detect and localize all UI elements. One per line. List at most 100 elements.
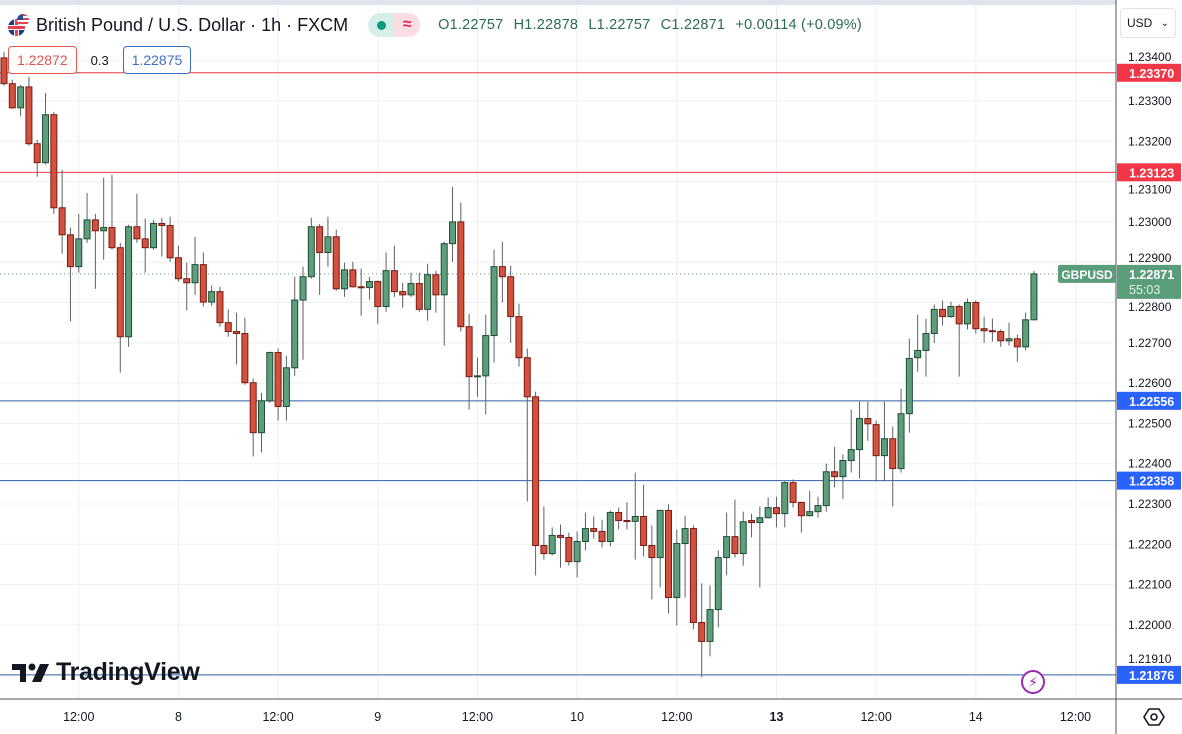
- candle-down[interactable]: [615, 511, 623, 522]
- candle-down[interactable]: [515, 316, 523, 359]
- candle-up[interactable]: [897, 413, 905, 470]
- candle-up[interactable]: [208, 291, 216, 303]
- candle-down[interactable]: [50, 114, 58, 209]
- candle-up[interactable]: [150, 223, 158, 249]
- candle-up[interactable]: [806, 511, 814, 517]
- sell-button[interactable]: 1.22872: [8, 46, 77, 74]
- candle-up[interactable]: [125, 226, 133, 338]
- candle-up[interactable]: [856, 418, 864, 451]
- candle-down[interactable]: [432, 274, 440, 296]
- candle-up[interactable]: [739, 521, 747, 555]
- candle-down[interactable]: [58, 207, 66, 236]
- candle-up[interactable]: [291, 299, 299, 369]
- candle-down[interactable]: [557, 534, 565, 538]
- candle-up[interactable]: [673, 542, 681, 598]
- settings-icon[interactable]: [1143, 706, 1165, 728]
- candle-down[interactable]: [831, 471, 839, 478]
- candle-down[interactable]: [980, 328, 988, 332]
- candle-down[interactable]: [224, 322, 232, 333]
- candle-up[interactable]: [656, 509, 664, 559]
- candle-down[interactable]: [183, 278, 191, 284]
- candle-up[interactable]: [822, 471, 830, 507]
- candle-up[interactable]: [440, 243, 448, 296]
- candle-down[interactable]: [241, 333, 249, 384]
- candle-down[interactable]: [731, 536, 739, 555]
- candle-down[interactable]: [565, 536, 573, 563]
- candle-down[interactable]: [789, 482, 797, 503]
- candle-up[interactable]: [365, 281, 373, 289]
- candle-down[interactable]: [797, 501, 805, 517]
- candle-up[interactable]: [914, 349, 922, 359]
- candle-down[interactable]: [872, 424, 880, 457]
- candle-up[interactable]: [282, 367, 290, 407]
- candle-up[interactable]: [814, 505, 822, 513]
- candle-up[interactable]: [947, 306, 955, 318]
- candle-up[interactable]: [490, 266, 498, 337]
- lightning-icon[interactable]: ⚡︎: [1021, 670, 1045, 694]
- candle-down[interactable]: [698, 621, 706, 642]
- candle-down[interactable]: [939, 308, 947, 318]
- candle-up[interactable]: [83, 219, 91, 240]
- candle-up[interactable]: [482, 335, 490, 377]
- candle-up[interactable]: [839, 459, 847, 478]
- candle-up[interactable]: [548, 534, 556, 555]
- candle-down[interactable]: [374, 281, 382, 308]
- candle-down[interactable]: [457, 221, 465, 328]
- candle-up[interactable]: [1030, 273, 1038, 321]
- candle-down[interactable]: [233, 331, 241, 335]
- candle-down[interactable]: [332, 236, 340, 290]
- candle-down[interactable]: [8, 83, 16, 109]
- candle-up[interactable]: [257, 400, 265, 434]
- candle-down[interactable]: [523, 357, 531, 398]
- candle-up[interactable]: [191, 264, 199, 284]
- candle-up[interactable]: [449, 221, 457, 245]
- candle-up[interactable]: [1022, 319, 1030, 348]
- candle-down[interactable]: [249, 382, 257, 434]
- candle-down[interactable]: [133, 226, 141, 240]
- candle-up[interactable]: [930, 308, 938, 335]
- candle-down[interactable]: [108, 227, 116, 249]
- candle-up[interactable]: [714, 557, 722, 611]
- candle-up[interactable]: [299, 276, 307, 301]
- candle-up[interactable]: [324, 236, 332, 254]
- candle-down[interactable]: [988, 330, 996, 333]
- candle-up[interactable]: [42, 114, 50, 164]
- candle-up[interactable]: [17, 86, 25, 109]
- candle-up[interactable]: [847, 449, 855, 461]
- candle-down[interactable]: [540, 545, 548, 555]
- candle-down[interactable]: [640, 515, 648, 547]
- candle-up[interactable]: [963, 302, 971, 325]
- candle-down[interactable]: [689, 528, 697, 623]
- candle-up[interactable]: [307, 226, 315, 278]
- candle-down[interactable]: [33, 143, 41, 164]
- candle-down[interactable]: [199, 264, 207, 303]
- candle-down[interactable]: [216, 291, 224, 324]
- candle-up[interactable]: [723, 536, 731, 559]
- candle-down[interactable]: [158, 223, 166, 227]
- candle-up[interactable]: [764, 507, 772, 519]
- tradingview-logo[interactable]: TradingView: [12, 658, 200, 687]
- candle-down[interactable]: [357, 286, 365, 289]
- currency-dropdown[interactable]: USD ⌄: [1120, 8, 1176, 38]
- candle-down[interactable]: [116, 247, 124, 338]
- candle-down[interactable]: [25, 86, 33, 145]
- candle-up[interactable]: [880, 438, 888, 457]
- candle-down[interactable]: [1013, 338, 1021, 348]
- candle-up[interactable]: [681, 528, 689, 544]
- candle-up[interactable]: [706, 609, 714, 642]
- candle-up[interactable]: [382, 270, 390, 308]
- market-status[interactable]: ≈: [368, 13, 421, 37]
- candle-up[interactable]: [473, 375, 481, 378]
- candle-up[interactable]: [1005, 338, 1013, 342]
- candle-down[interactable]: [955, 306, 963, 325]
- candle-up[interactable]: [341, 269, 349, 290]
- candle-down[interactable]: [390, 270, 398, 293]
- candle-down[interactable]: [664, 509, 672, 598]
- candle-down[interactable]: [316, 226, 324, 254]
- symbol-title[interactable]: British Pound / U.S. Dollar · 1h · FXCM: [36, 14, 349, 35]
- candle-up[interactable]: [407, 283, 415, 296]
- candle-down[interactable]: [590, 528, 598, 532]
- candle-down[interactable]: [174, 257, 182, 280]
- candle-down[interactable]: [166, 225, 174, 259]
